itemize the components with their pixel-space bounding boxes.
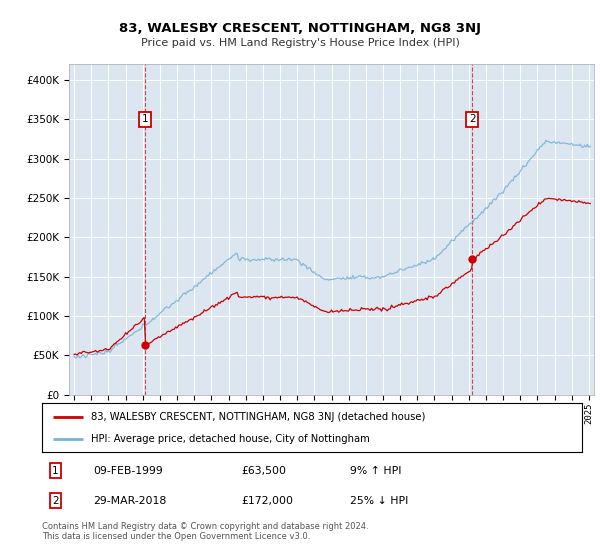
Text: 9% ↑ HPI: 9% ↑ HPI — [350, 465, 401, 475]
Text: 1: 1 — [142, 114, 148, 124]
Text: 83, WALESBY CRESCENT, NOTTINGHAM, NG8 3NJ (detached house): 83, WALESBY CRESCENT, NOTTINGHAM, NG8 3N… — [91, 412, 425, 422]
Text: £172,000: £172,000 — [242, 496, 294, 506]
Text: 29-MAR-2018: 29-MAR-2018 — [94, 496, 167, 506]
Text: 2: 2 — [469, 114, 476, 124]
Text: HPI: Average price, detached house, City of Nottingham: HPI: Average price, detached house, City… — [91, 434, 370, 444]
Text: £63,500: £63,500 — [242, 465, 287, 475]
Text: 09-FEB-1999: 09-FEB-1999 — [94, 465, 163, 475]
Text: Price paid vs. HM Land Registry's House Price Index (HPI): Price paid vs. HM Land Registry's House … — [140, 38, 460, 48]
Text: 2: 2 — [52, 496, 59, 506]
Text: Contains HM Land Registry data © Crown copyright and database right 2024.
This d: Contains HM Land Registry data © Crown c… — [42, 522, 368, 542]
Text: 83, WALESBY CRESCENT, NOTTINGHAM, NG8 3NJ: 83, WALESBY CRESCENT, NOTTINGHAM, NG8 3N… — [119, 22, 481, 35]
Text: 1: 1 — [52, 465, 59, 475]
Text: 25% ↓ HPI: 25% ↓ HPI — [350, 496, 408, 506]
